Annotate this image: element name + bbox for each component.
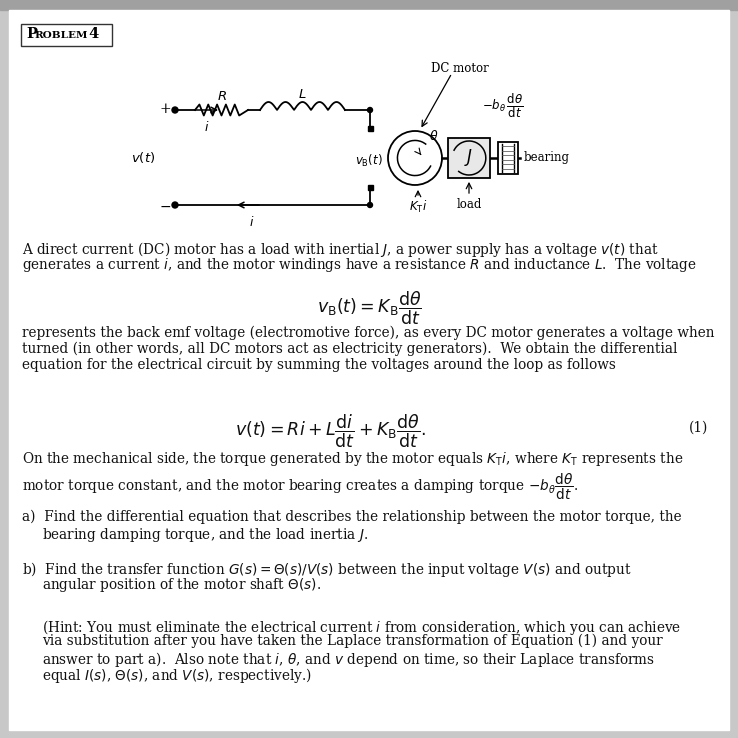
Bar [0,0,738,10]
Bar [498,142,518,174]
Text: $\theta$: $\theta$ [429,129,438,143]
FancyBboxPatch shape [21,24,111,46]
Text: On the mechanical side, the torque generated by the motor equals $K_{\mathrm{T}}: On the mechanical side, the torque gener… [22,450,683,468]
Text: $i$: $i$ [204,120,210,134]
Text: 4: 4 [84,27,99,41]
Bar [368,126,373,131]
Text: $v_{\mathrm{B}}(t)$: $v_{\mathrm{B}}(t)$ [355,153,383,169]
Text: b)  Find the transfer function $G(s) = \Theta(s)/V(s)$ between the input voltage: b) Find the transfer function $G(s) = \T… [22,560,632,579]
Text: DC motor: DC motor [431,61,489,75]
Text: equation for the electrical circuit by summing the voltages around the loop as f: equation for the electrical circuit by s… [22,358,616,372]
Text: ROBLEM: ROBLEM [34,31,88,40]
Text: represents the back emf voltage (electromotive force), as every DC motor generat: represents the back emf voltage (electro… [22,326,714,340]
Text: answer to part a).  Also note that $i$, $\theta$, and $v$ depend on time, so the: answer to part a). Also note that $i$, $… [42,650,655,669]
Text: $L$: $L$ [298,88,307,100]
Text: via substitution after you have taken the Laplace transformation of Equation (1): via substitution after you have taken th… [42,634,663,649]
Text: load: load [456,198,482,211]
Circle shape [172,202,178,208]
Text: A direct current (DC) motor has a load with inertial $J$, a power supply has a v: A direct current (DC) motor has a load w… [22,240,659,259]
Bar [448,138,490,178]
Text: $K_{\mathrm{T}}i$: $K_{\mathrm{T}}i$ [409,199,427,215]
Text: turned (in other words, all DC motors act as electricity generators).  We obtain: turned (in other words, all DC motors ac… [22,342,677,356]
Circle shape [368,202,373,207]
Text: $J$: $J$ [464,148,474,168]
Text: +: + [159,102,171,116]
Text: P: P [26,27,37,41]
Text: $v(t) = Ri + L\dfrac{\mathrm{d}i}{\mathrm{d}t} + K_{\mathrm{B}}\dfrac{\mathrm{d}: $v(t) = Ri + L\dfrac{\mathrm{d}i}{\mathr… [235,413,426,450]
Text: $-b_\theta\,\dfrac{\mathrm{d}\theta}{\mathrm{d}t}$: $-b_\theta\,\dfrac{\mathrm{d}\theta}{\ma… [483,92,524,120]
Text: (1): (1) [689,421,708,435]
Text: $v(t)$: $v(t)$ [131,150,155,165]
Text: generates a current $i$, and the motor windings have a resistance $R$ and induct: generates a current $i$, and the motor w… [22,256,697,274]
Text: bearing: bearing [524,151,570,165]
Text: equal $I(s)$, $\Theta(s)$, and $V(s)$, respectively.): equal $I(s)$, $\Theta(s)$, and $V(s)$, r… [42,666,311,685]
Text: a)  Find the differential equation that describes the relationship between the m: a) Find the differential equation that d… [22,510,682,525]
Circle shape [368,108,373,112]
Bar [368,185,373,190]
Text: bearing damping torque, and the load inertia $J$.: bearing damping torque, and the load ine… [42,526,368,544]
Text: motor torque constant, and the motor bearing creates a damping torque $-b_\theta: motor torque constant, and the motor bea… [22,472,578,503]
Text: $-$: $-$ [159,199,171,213]
Text: $R$: $R$ [216,91,227,103]
Text: angular position of the motor shaft $\Theta(s)$.: angular position of the motor shaft $\Th… [42,576,321,594]
Circle shape [172,107,178,113]
Text: $v_{\mathrm{B}}(t) = K_{\mathrm{B}}\dfrac{\mathrm{d}\theta}{\mathrm{d}t}$: $v_{\mathrm{B}}(t) = K_{\mathrm{B}}\dfra… [317,290,421,328]
Text: $i$: $i$ [249,215,255,229]
Text: (Hint: You must eliminate the electrical current $i$ from consideration, which y: (Hint: You must eliminate the electrical… [42,618,681,637]
